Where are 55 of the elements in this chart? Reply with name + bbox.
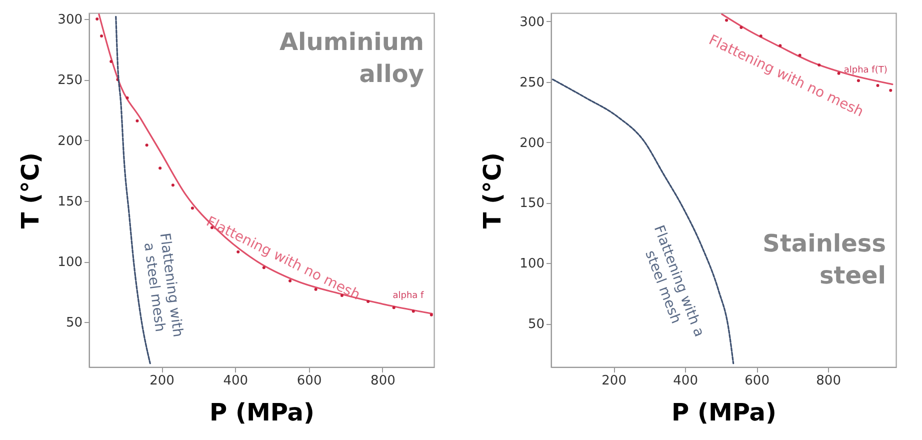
point [430,313,433,316]
x-tick-label: 800 [370,374,396,388]
point [740,26,743,29]
y-tick-label: 150 [520,196,544,212]
text: Aluminium alloy [279,28,424,88]
annotation: alpha f [392,291,425,302]
point [96,18,99,21]
point [889,88,892,92]
point [798,54,802,57]
y-tick-label: 300 [58,12,82,28]
point [818,63,821,66]
x-tick-label: 600 [296,374,322,388]
point [837,72,840,75]
point [392,306,396,310]
point [136,119,139,122]
point [145,144,148,147]
x-tick-label: 200 [150,374,174,388]
text: Stainless steel [762,229,886,290]
point [314,288,318,291]
text: Flattening with a steel mesh [140,232,186,338]
point [110,60,113,63]
point [171,184,174,187]
point [725,18,728,22]
point [288,279,292,282]
point [190,206,194,210]
x-tick-label: 800 [816,374,841,388]
y-tick-label: 100 [58,255,82,270]
x-axis-title: P (MPa) [672,398,776,426]
point [856,79,860,82]
point [876,84,880,87]
point [262,266,266,270]
annotation: alpha f(T) [844,65,888,76]
point [126,96,129,100]
y-tick-label: 100 [520,256,544,272]
y-tick-label: 250 [520,75,544,90]
y-axis-title: T (°C) [16,152,45,229]
x-axis-title: P (MPa) [210,398,314,426]
y-tick-label: 150 [58,194,82,210]
x-tick-label: 400 [223,374,248,388]
y-tick-label: 200 [58,134,82,149]
y-tick-label: 50 [528,317,544,332]
point [158,166,162,170]
x-tick-label: 400 [673,374,698,388]
point [366,300,370,304]
point [412,310,415,313]
x-tick-label: 600 [744,374,770,388]
point [778,44,782,48]
point [100,34,104,38]
y-tick-label: 300 [520,14,544,30]
y-axis-title: T (°C) [478,152,507,229]
y-tick-label: 250 [58,73,82,88]
line-series [552,78,734,364]
y-tick-label: 50 [66,316,82,331]
y-tick-label: 200 [520,136,544,151]
x-tick-label: 200 [602,374,626,388]
